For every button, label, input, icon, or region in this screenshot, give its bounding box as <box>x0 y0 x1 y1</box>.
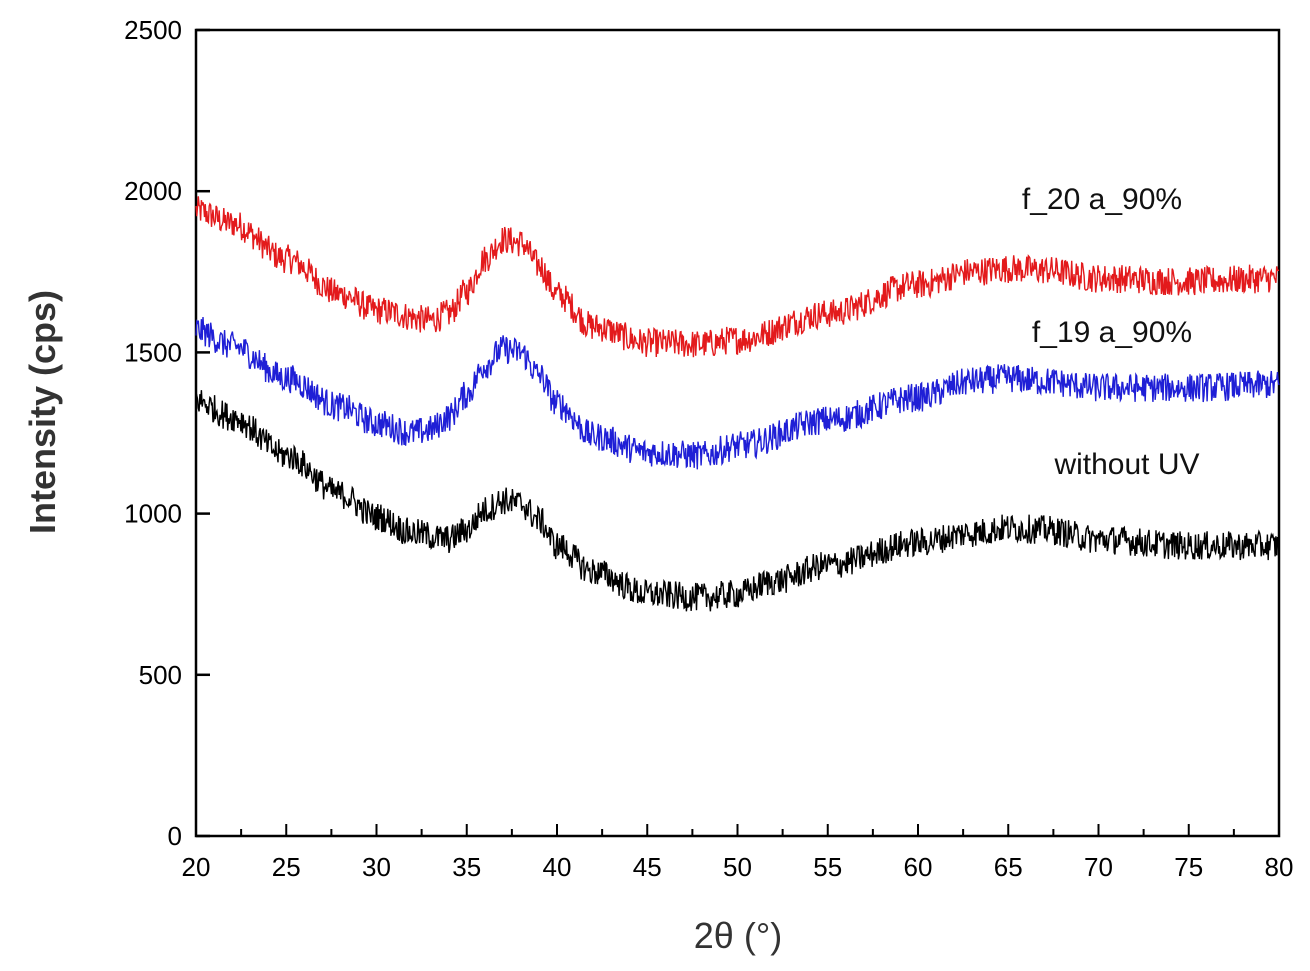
x-tick-label: 75 <box>1174 852 1203 882</box>
series-label-without-uv: without UV <box>1053 448 1199 481</box>
y-tick-label: 1500 <box>124 337 182 367</box>
x-tick-label: 70 <box>1084 852 1113 882</box>
series-line <box>195 316 1280 470</box>
series-line <box>195 390 1280 612</box>
x-tick-label: 65 <box>994 852 1023 882</box>
x-axis-ticks: 20 25 30 35 40 45 50 55 60 65 70 75 80 <box>182 824 1294 882</box>
series-layer <box>195 196 1280 612</box>
series-line <box>195 196 1280 358</box>
x-tick-label: 50 <box>723 852 752 882</box>
x-tick-label: 25 <box>272 852 301 882</box>
y-tick-label: 1000 <box>124 499 182 529</box>
x-axis-title: 2θ (°) <box>694 915 782 956</box>
y-tick-label: 2500 <box>124 15 182 45</box>
y-tick-label: 0 <box>168 821 182 851</box>
series-label-f20: f_20 a_90% <box>1022 183 1182 216</box>
series-1 <box>195 316 1280 470</box>
y-axis-ticks: 0 500 1000 1500 2000 2500 <box>124 15 210 851</box>
y-tick-label: 500 <box>139 660 182 690</box>
x-tick-label: 80 <box>1265 852 1294 882</box>
series-2 <box>195 390 1280 612</box>
x-tick-label: 55 <box>813 852 842 882</box>
x-tick-label: 35 <box>452 852 481 882</box>
x-tick-label: 45 <box>633 852 662 882</box>
x-tick-label: 60 <box>904 852 933 882</box>
y-tick-label: 2000 <box>124 176 182 206</box>
x-tick-label: 30 <box>362 852 391 882</box>
series-label-f19: f_19 a_90% <box>1032 316 1192 349</box>
series-0 <box>195 196 1280 358</box>
plot-area <box>194 28 1281 838</box>
x-tick-label: 40 <box>543 852 572 882</box>
plot-frame <box>194 28 1281 838</box>
x-tick-label: 20 <box>182 852 211 882</box>
y-axis-title: Intensity (cps) <box>22 290 63 534</box>
